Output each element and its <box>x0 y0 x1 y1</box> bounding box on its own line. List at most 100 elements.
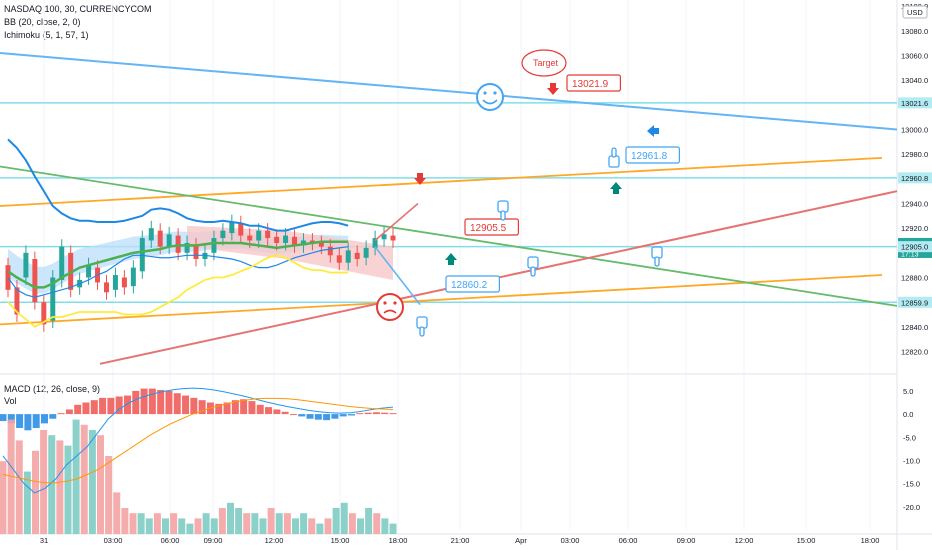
symbol-title[interactable]: NASDAQ 100, 30, CURRENCYCOM <box>4 4 152 14</box>
volume-bar <box>332 508 340 534</box>
volume-bar <box>186 523 194 534</box>
macd-histogram-bar <box>57 413 65 415</box>
time-tick-label: 03:00 <box>561 536 580 545</box>
time-tick-label: 21:00 <box>451 536 470 545</box>
price-axis-highlight <box>898 97 932 109</box>
hand-finger <box>654 256 660 267</box>
sad-face-eye <box>383 301 387 305</box>
volume-bar <box>64 445 72 534</box>
candle-body <box>202 252 208 259</box>
volume-bar <box>357 518 364 534</box>
macd-histogram-bar <box>298 414 306 417</box>
macd-axis-label: 5.0 <box>903 387 913 396</box>
volume-bar <box>316 523 324 534</box>
volume-bar <box>121 508 129 534</box>
volume-bar <box>218 508 226 534</box>
time-tick-label: Apr <box>515 536 527 545</box>
hand-pointing-icon <box>608 147 620 168</box>
price-axis-label: 13080.0 <box>901 27 928 36</box>
ichimoku-tenkan <box>7 254 349 328</box>
price-axis-highlight <box>898 172 932 184</box>
macd-histogram-bar <box>289 414 297 416</box>
macd-histogram-bar <box>82 402 90 415</box>
candle-body <box>50 277 56 321</box>
indicator-bb-label[interactable]: BB (20, close, 2, 0) <box>4 17 81 27</box>
volume-bar <box>235 508 243 534</box>
macd-histogram-bar <box>256 404 264 415</box>
macd-histogram-bar <box>90 400 98 415</box>
happy-face-icon <box>476 83 504 111</box>
macd-histogram-bar <box>198 400 206 415</box>
candle-body <box>372 238 378 248</box>
volume-bar <box>162 518 169 534</box>
macd-histogram-bar <box>348 414 356 416</box>
volume-bar <box>251 513 259 534</box>
arrow-down-icon <box>414 173 426 185</box>
time-tick-label: 15:00 <box>331 536 350 545</box>
volume-bar <box>145 518 153 534</box>
volume-bar <box>348 513 356 534</box>
projection-down <box>374 246 421 306</box>
hand-finger <box>611 147 617 158</box>
happy-face-eye <box>493 91 497 95</box>
macd-histogram-bar <box>40 414 48 424</box>
volume-bar <box>40 430 48 534</box>
candle-body <box>220 230 226 239</box>
price-callout-12961-box <box>625 146 681 164</box>
hand-pointing-icon <box>416 316 428 337</box>
volume-bar <box>365 508 373 534</box>
volume-bar <box>15 440 23 534</box>
candle-body <box>59 246 65 280</box>
volume-bar <box>202 513 210 534</box>
hand-pointing-icon <box>497 200 509 221</box>
macd-histogram-bar <box>323 414 331 421</box>
sad-face-icon <box>376 293 404 321</box>
ichimoku-label: Ichimoku (5, 1, 57, 1) <box>4 30 89 40</box>
macd-histogram-bar <box>372 412 380 415</box>
volume-bar <box>300 513 308 534</box>
macd-histogram-bar <box>182 395 190 415</box>
volume-bar <box>137 513 145 534</box>
price-axis-label: 12880.0 <box>901 274 928 283</box>
candle-body <box>390 235 396 241</box>
price-axis-label: 12920.0 <box>901 224 928 233</box>
indicator-ichimoku-label[interactable]: Ichimoku (5, 1, 57, 1) <box>4 30 89 40</box>
volume-bar <box>23 471 31 534</box>
volume-bar <box>373 513 381 534</box>
volume-bar <box>178 518 186 534</box>
macd-axis-label: -10.0 <box>903 456 920 465</box>
sad-face-eye <box>393 301 397 305</box>
volume-bar <box>0 461 7 534</box>
price-axis-highlight <box>898 241 932 253</box>
volume-bar <box>97 435 104 534</box>
macd-axis-label: -20.0 <box>903 503 920 512</box>
macd-histogram-bar <box>281 411 289 415</box>
price-callout-13021: 13021.9 <box>572 79 609 90</box>
time-tick-label: 06:00 <box>619 536 638 545</box>
macd-histogram-bar <box>123 395 131 415</box>
vol-legend[interactable]: Vol <box>4 396 17 406</box>
price-axis-highlight <box>898 296 932 308</box>
price-axis-label: 12905.0 <box>901 243 928 252</box>
currency-box <box>902 5 928 19</box>
hand-finger <box>500 210 506 221</box>
price-axis-label: 12859.9 <box>901 298 928 307</box>
candle-body <box>256 230 262 241</box>
volume-bar <box>292 518 299 534</box>
time-tick-label: 31 <box>40 536 48 545</box>
volume-bar <box>56 440 64 534</box>
candle-body <box>130 267 136 287</box>
candle-body <box>354 252 360 259</box>
candle-body <box>211 238 217 253</box>
time-tick-label: 15:00 <box>797 536 816 545</box>
macd-histogram-bar <box>265 407 273 415</box>
hand-pointing-icon <box>527 256 539 277</box>
trendline-orange-upper <box>0 156 883 207</box>
volume-bar <box>113 492 121 534</box>
macd-histogram-bar <box>331 414 339 419</box>
price-callout-12905: 12905.5 <box>470 223 507 234</box>
candle-body <box>247 235 253 241</box>
volume-bar <box>72 419 80 534</box>
macd-legend[interactable]: MACD (12, 26, close, 9) <box>4 384 100 394</box>
